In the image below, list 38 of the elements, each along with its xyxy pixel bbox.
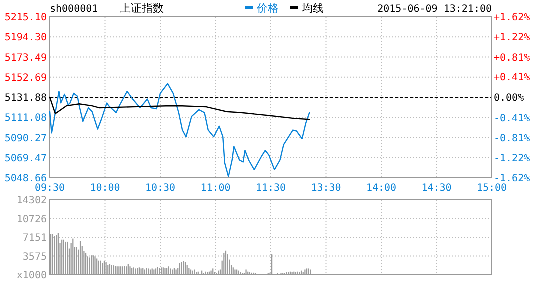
legend-label: 价格 — [256, 2, 279, 15]
chart-subtitle: sh000001 — [50, 4, 98, 15]
y2-tick-label: -1.62% — [494, 174, 530, 184]
y-tick-label: 5152.69 — [4, 72, 47, 84]
x-tick-label: 14:00 — [366, 183, 397, 194]
y-tick-label: 5173.49 — [4, 52, 47, 64]
y2-tick-label: 0.00% — [494, 93, 524, 104]
text: 2015-06-09 13:21:00 — [378, 4, 492, 15]
x-tick-label: 15:00 — [476, 183, 508, 194]
x-tick-label: 10:30 — [145, 183, 176, 194]
y-tick-label: 10726 — [16, 214, 47, 226]
y-tick-label: 3575 — [22, 252, 47, 263]
y2-tick-label: -1.22% — [494, 154, 530, 165]
y-tick-label: x1000 — [16, 270, 47, 282]
x-tick-label: 13:30 — [311, 183, 342, 194]
x-tick-label: 10:00 — [90, 183, 120, 194]
line-series — [49, 83, 310, 178]
y2-tick-label: +1.62% — [494, 12, 530, 24]
x-tick-label: 09:30 — [34, 183, 66, 194]
legend-label: 均线 — [301, 2, 324, 15]
y-tick-label: 14302 — [16, 196, 47, 206]
y-tick-label: 5048.66 — [4, 174, 47, 184]
y-tick-label: 5111.08 — [4, 113, 47, 124]
x-tick-label: 14:30 — [422, 183, 452, 194]
y-tick-label: 5090.27 — [4, 133, 47, 144]
y2-tick-label: +0.41% — [494, 72, 530, 84]
x-tick-label: 11:30 — [256, 183, 286, 194]
y2-tick-label: -0.81% — [494, 133, 530, 144]
y-tick-label: 5215.10 — [4, 12, 47, 24]
chart-title: 上证指数 — [120, 2, 164, 15]
y-tick-label: 7151 — [22, 233, 47, 244]
y-tick-label: 5194.30 — [4, 32, 47, 44]
x-tick-label: 11:00 — [200, 183, 231, 194]
y-tick-label: 5131.88 — [4, 93, 47, 104]
y-tick-label: 5069.47 — [4, 153, 47, 164]
y2-tick-label: -0.41% — [494, 113, 530, 124]
y2-tick-label: +1.22% — [494, 32, 530, 44]
y2-tick-label: +0.81% — [494, 52, 530, 64]
